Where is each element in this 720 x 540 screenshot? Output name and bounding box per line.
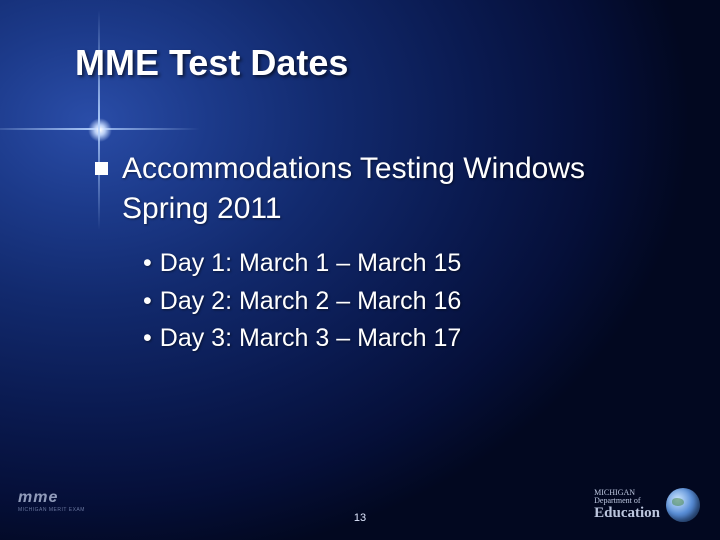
sub-item-label: Day 2: March 2 – March 16 — [160, 287, 462, 315]
square-bullet-icon — [95, 162, 108, 175]
mme-logo: mme MICHIGAN MERIT EXAM — [18, 491, 85, 512]
sub-item-label: Day 1: March 1 – March 15 — [160, 249, 462, 277]
sub-item: • Day 2: March 2 – March 16 — [143, 283, 690, 321]
sub-item-label: Day 3: March 3 – March 17 — [160, 324, 462, 352]
disc-bullet-icon: • — [143, 249, 152, 277]
disc-bullet-icon: • — [143, 324, 152, 352]
globe-icon — [666, 488, 700, 522]
disc-bullet-icon: • — [143, 287, 152, 315]
sub-item: • Day 3: March 3 – March 17 — [143, 320, 690, 358]
mme-logo-sub: MICHIGAN MERIT EXAM — [18, 508, 85, 513]
mme-logo-text: mme — [18, 489, 58, 506]
heading-line2: Spring 2011 — [122, 190, 690, 228]
slide: MME Test Dates Accommodations Testing Wi… — [0, 0, 720, 540]
michigan-education-logo: MICHIGAN Department of Education — [594, 488, 700, 522]
slide-body: Accommodations Testing Windows Spring 20… — [95, 150, 690, 358]
slide-number: 13 — [354, 512, 366, 524]
heading-line1: Accommodations Testing Windows — [122, 152, 585, 185]
logo-dept: Education — [594, 506, 660, 522]
slide-title: MME Test Dates — [75, 42, 348, 84]
sub-item: • Day 1: March 1 – March 15 — [143, 245, 690, 283]
heading-level1: Accommodations Testing Windows Spring 20… — [95, 150, 690, 227]
logo-state-text: MICHIGAN Department of Education — [594, 489, 660, 522]
